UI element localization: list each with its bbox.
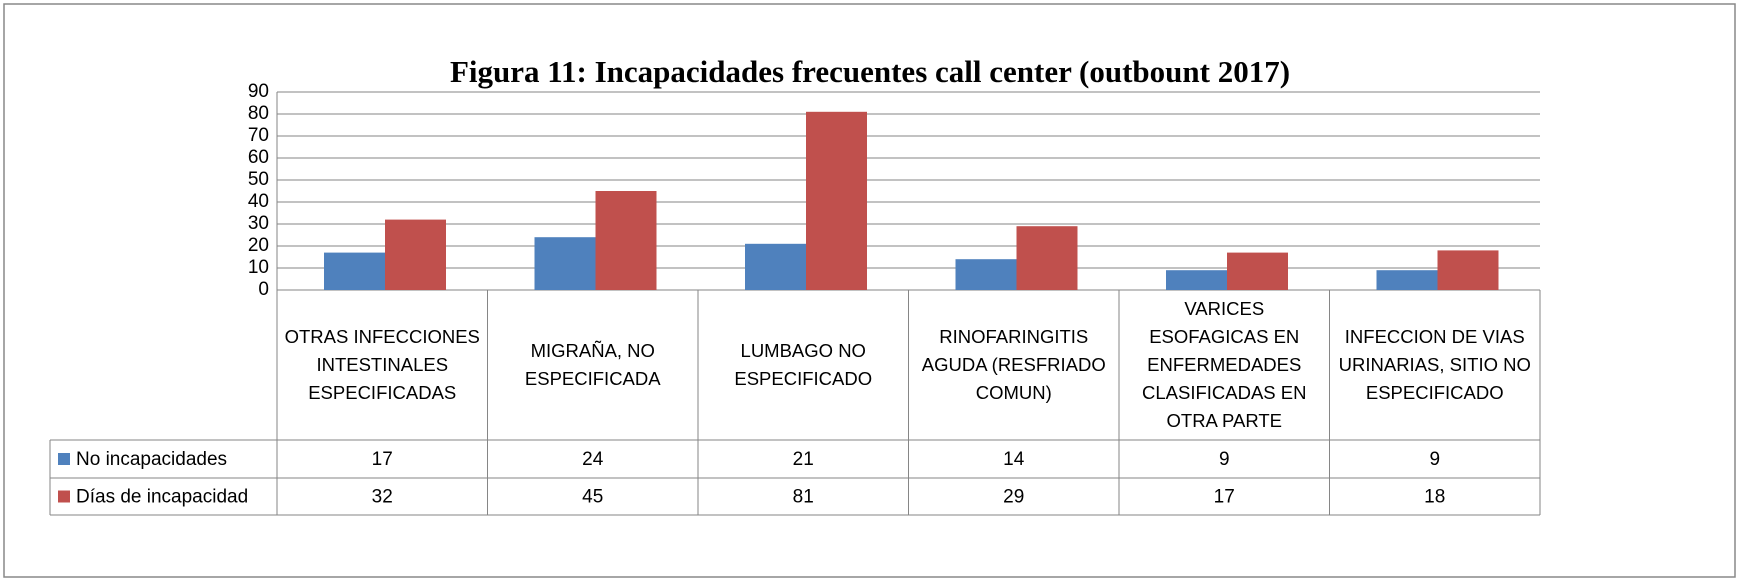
category-cell: LUMBAGO NO ESPECIFICADO: [734, 340, 873, 389]
y-tick-label: 60: [248, 147, 269, 168]
y-tick-label: 20: [248, 235, 269, 256]
y-tick-label: 90: [248, 81, 269, 102]
legend-label: Días de incapacidad: [76, 487, 248, 508]
y-tick-label: 80: [248, 103, 269, 124]
x-tick-label: VARICES ESOFAGICAS EN ENFERMEDADES CLASI…: [1142, 298, 1307, 431]
category-cell: MIGRAÑA, NO ESPECIFICADA: [524, 340, 661, 389]
x-tick-label: INFECCION DE VIAS URINARIAS, SITIO NO ES…: [1338, 326, 1531, 403]
y-tick-label: 40: [248, 191, 269, 212]
bar: [1227, 252, 1288, 290]
bar: [595, 191, 657, 290]
table-value: 14: [1003, 449, 1025, 470]
bar: [324, 252, 385, 290]
category-cell: VARICES ESOFAGICAS EN ENFERMEDADES CLASI…: [1142, 298, 1307, 431]
bar: [534, 237, 596, 290]
table-value: 81: [793, 487, 814, 508]
y-tick-label: 30: [248, 213, 269, 234]
bar: [1166, 270, 1227, 290]
table-value: 29: [1003, 487, 1024, 508]
bar: [1016, 226, 1078, 290]
category-cell: RINOFARINGITIS AGUDA (RESFRIADO COMUN): [921, 326, 1106, 403]
y-tick-label: 70: [248, 125, 269, 146]
table-value: 24: [582, 449, 604, 470]
legend-key: [58, 453, 70, 465]
x-tick-label: RINOFARINGITIS AGUDA (RESFRIADO COMUN): [921, 326, 1106, 403]
table-value: 17: [1214, 487, 1235, 508]
table-value: 45: [582, 487, 603, 508]
table-value: 32: [372, 487, 393, 508]
legend-label: No incapacidades: [76, 449, 227, 470]
table-value: 21: [793, 449, 814, 470]
y-tick-label: 10: [248, 257, 269, 278]
table-value: 9: [1429, 449, 1440, 470]
category-cell: OTRAS INFECCIONES INTESTINALES ESPECIFIC…: [284, 326, 480, 403]
chart-title: Figura 11: Incapacidades frecuentes call…: [450, 54, 1290, 89]
y-tick-label: 50: [248, 169, 269, 190]
chart-border: [3, 3, 1736, 578]
y-tick-label: 0: [258, 279, 269, 300]
x-tick-label: OTRAS INFECCIONES INTESTINALES ESPECIFIC…: [284, 326, 480, 403]
table-value: 17: [372, 449, 393, 470]
table-value: 18: [1424, 487, 1445, 508]
legend-key: [58, 490, 70, 503]
bar: [385, 219, 446, 290]
bar: [745, 243, 806, 290]
table-value: 9: [1219, 449, 1230, 470]
category-cell: INFECCION DE VIAS URINARIAS, SITIO NO ES…: [1338, 326, 1531, 403]
x-tick-label: MIGRAÑA, NO ESPECIFICADA: [524, 340, 661, 389]
bar: [806, 111, 867, 290]
bar: [955, 259, 1017, 290]
bar: [1437, 250, 1499, 290]
bar: [1376, 270, 1438, 290]
x-tick-label: LUMBAGO NO ESPECIFICADO: [734, 340, 873, 389]
